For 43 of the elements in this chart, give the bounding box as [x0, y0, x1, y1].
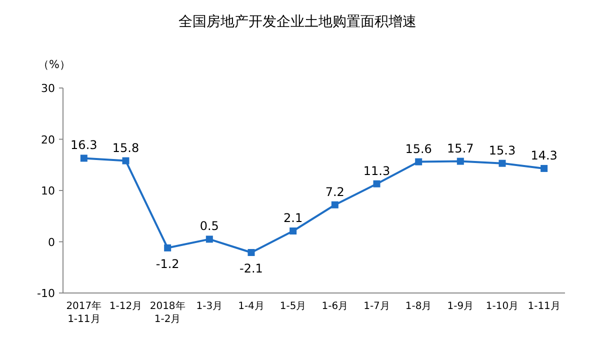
- y-tick-label: 20: [41, 133, 55, 146]
- x-tick-label: 1-3月: [196, 301, 223, 312]
- chart-title: 全国房地产开发企业土地购置面积增速: [178, 14, 416, 30]
- y-tick-label: 10: [41, 184, 55, 198]
- data-label: 2.1: [284, 210, 303, 225]
- point: [331, 201, 338, 208]
- data-label: 16.3: [70, 138, 98, 152]
- data-label: 14.3: [530, 148, 558, 162]
- y-tick-label: -10: [37, 287, 55, 300]
- point: [498, 160, 506, 167]
- x-tick-label: 1-4月: [238, 301, 264, 312]
- data-label: -1.2: [156, 256, 180, 271]
- data-label: -2.1: [240, 262, 263, 276]
- x-tick-label: 1-8月: [405, 301, 432, 312]
- x-tick-label: 1-7月: [364, 301, 390, 312]
- x-tick-label: 2017年 1-11月: [66, 300, 102, 325]
- point: [122, 157, 130, 164]
- point: [456, 158, 464, 165]
- point: [540, 164, 548, 172]
- data-label: 15.3: [488, 143, 516, 158]
- y-tick-label: 0: [48, 236, 55, 249]
- point: [415, 158, 422, 166]
- data-label: 15.7: [447, 141, 474, 156]
- point: [373, 180, 380, 188]
- x-tick-label: 1-10月: [486, 301, 519, 312]
- point: [164, 244, 172, 252]
- data-label: 15.6: [405, 142, 432, 156]
- point: [206, 236, 213, 243]
- data-label: 0.5: [200, 219, 219, 234]
- y-tick-label: 30: [41, 82, 55, 95]
- x-tick-label: 1-9月: [447, 301, 474, 312]
- point: [248, 249, 255, 256]
- point: [290, 227, 297, 234]
- y-axis-title: （%）: [38, 58, 70, 71]
- x-tick-label: 1-12月: [109, 301, 142, 312]
- x-tick-label: 1-5月: [280, 301, 306, 312]
- x-tick-label: 1-11月: [528, 301, 560, 312]
- data-label: 11.3: [363, 164, 390, 178]
- data-label: 15.8: [112, 140, 140, 155]
- point: [80, 154, 88, 162]
- x-tick-label: 2018年 1-2月: [150, 300, 186, 325]
- x-tick-label: 1-6月: [322, 301, 348, 312]
- data-label: 7.2: [325, 184, 344, 199]
